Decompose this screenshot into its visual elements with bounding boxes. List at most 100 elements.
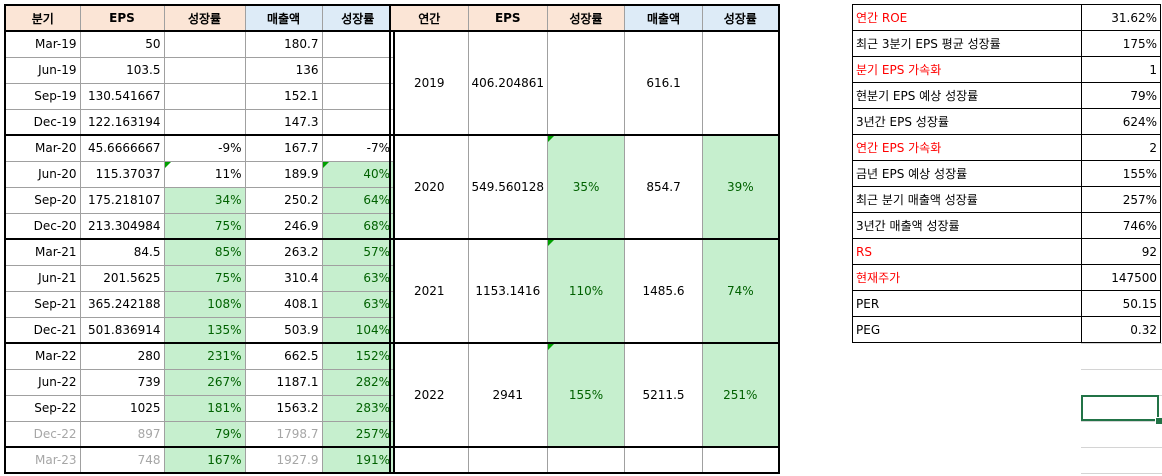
metric-label[interactable]: 현분기 EPS 예상 성장률 — [852, 82, 1082, 109]
sales-cell[interactable]: 1798.7 — [244, 420, 323, 448]
eps-cell[interactable]: 365.242188 — [79, 290, 165, 318]
header-sales[interactable]: 매출액 — [244, 4, 323, 32]
metric-label[interactable]: 연간 EPS 가속화 — [852, 134, 1082, 161]
sales-growth-cell[interactable] — [321, 56, 395, 84]
sales-growth-cell[interactable]: 64% — [321, 186, 395, 214]
eps-cell[interactable]: 50 — [79, 30, 165, 58]
sales-growth-cell[interactable] — [321, 82, 395, 110]
annual-sales-growth-cell[interactable]: 251% — [702, 342, 780, 448]
sales-cell[interactable]: 408.1 — [244, 290, 323, 318]
sales-cell[interactable]: 1563.2 — [244, 394, 323, 422]
sales-cell[interactable]: 263.2 — [244, 238, 323, 266]
year-cell[interactable]: 2021 — [389, 238, 469, 344]
sales-cell[interactable]: 180.7 — [244, 30, 323, 58]
metric-label[interactable]: 연간 ROE — [852, 4, 1082, 31]
eps-growth-cell[interactable]: 79% — [163, 420, 246, 448]
metric-label[interactable]: RS — [852, 238, 1082, 265]
eps-growth-cell[interactable]: 167% — [163, 446, 246, 474]
annual-eps-growth-cell[interactable]: 35% — [547, 134, 626, 240]
metric-value[interactable]: 746% — [1081, 212, 1161, 239]
quarter-cell[interactable]: Jun-20 — [4, 160, 81, 188]
sales-cell[interactable]: 662.5 — [244, 342, 323, 370]
eps-growth-cell[interactable]: 108% — [163, 290, 246, 318]
annual-eps-growth-cell[interactable]: 110% — [547, 238, 626, 344]
metric-value[interactable]: 1 — [1081, 56, 1161, 83]
sales-growth-cell[interactable]: 63% — [321, 264, 395, 292]
sales-cell[interactable]: 136 — [244, 56, 323, 84]
annual-sales-cell[interactable]: 5211.5 — [624, 342, 704, 448]
quarter-cell[interactable]: Sep-22 — [4, 394, 81, 422]
eps-cell[interactable]: 501.836914 — [79, 316, 165, 344]
eps-cell[interactable]: 175.218107 — [79, 186, 165, 214]
sales-growth-cell[interactable]: 191% — [321, 446, 395, 474]
empty-grid-area[interactable] — [1081, 343, 1162, 476]
sales-cell[interactable]: 310.4 — [244, 264, 323, 292]
metric-label[interactable]: 현재주가 — [852, 264, 1082, 291]
selected-cell[interactable] — [1081, 395, 1159, 421]
quarter-cell[interactable]: Sep-19 — [4, 82, 81, 110]
header-annual-sales[interactable]: 매출액 — [624, 4, 704, 32]
year-cell[interactable]: 2022 — [389, 342, 469, 448]
eps-growth-cell[interactable]: 85% — [163, 238, 246, 266]
empty-cell[interactable] — [702, 446, 780, 474]
header-sales-growth[interactable]: 성장률 — [321, 4, 395, 32]
metric-label[interactable]: 3년간 매출액 성장률 — [852, 212, 1082, 239]
metric-value[interactable]: 147500 — [1081, 264, 1161, 291]
eps-growth-cell[interactable]: 181% — [163, 394, 246, 422]
eps-cell[interactable]: 45.6666667 — [79, 134, 165, 162]
quarter-cell[interactable]: Jun-22 — [4, 368, 81, 396]
quarter-cell[interactable]: Mar-22 — [4, 342, 81, 370]
metric-label[interactable]: 금년 EPS 예상 성장률 — [852, 160, 1082, 187]
eps-cell[interactable]: 280 — [79, 342, 165, 370]
eps-cell[interactable]: 130.541667 — [79, 82, 165, 110]
sales-growth-cell[interactable] — [321, 108, 395, 136]
header-annual-sales-growth[interactable]: 성장률 — [702, 4, 780, 32]
annual-eps-growth-cell[interactable]: 155% — [547, 342, 626, 448]
sales-growth-cell[interactable]: -7% — [321, 134, 395, 162]
sales-growth-cell[interactable]: 63% — [321, 290, 395, 318]
header-annual-eps-growth[interactable]: 성장률 — [547, 4, 626, 32]
sales-growth-cell[interactable]: 57% — [321, 238, 395, 266]
metric-value[interactable]: 50.15 — [1081, 290, 1161, 317]
sales-growth-cell[interactable]: 282% — [321, 368, 395, 396]
annual-sales-cell[interactable]: 616.1 — [624, 30, 704, 136]
quarter-cell[interactable]: Mar-20 — [4, 134, 81, 162]
quarter-cell[interactable]: Sep-21 — [4, 290, 81, 318]
metric-value[interactable]: 31.62% — [1081, 4, 1161, 31]
eps-growth-cell[interactable]: 11% — [163, 160, 246, 188]
eps-cell[interactable]: 103.5 — [79, 56, 165, 84]
quarter-cell[interactable]: Sep-20 — [4, 186, 81, 214]
sales-cell[interactable]: 1187.1 — [244, 368, 323, 396]
metric-value[interactable]: 2 — [1081, 134, 1161, 161]
metric-value[interactable]: 155% — [1081, 160, 1161, 187]
quarter-cell[interactable]: Mar-23 — [4, 446, 81, 474]
metric-value[interactable]: 624% — [1081, 108, 1161, 135]
header-year[interactable]: 연간 — [389, 4, 469, 32]
empty-cell[interactable] — [547, 446, 626, 474]
annual-eps-cell[interactable]: 549.560128 — [467, 134, 549, 240]
sales-cell[interactable]: 147.3 — [244, 108, 323, 136]
sales-cell[interactable]: 189.9 — [244, 160, 323, 188]
eps-growth-cell[interactable] — [163, 82, 246, 110]
quarter-cell[interactable]: Mar-19 — [4, 30, 81, 58]
quarter-cell[interactable]: Jun-19 — [4, 56, 81, 84]
eps-cell[interactable]: 739 — [79, 368, 165, 396]
sales-cell[interactable]: 503.9 — [244, 316, 323, 344]
empty-cell[interactable] — [624, 446, 704, 474]
year-cell[interactable]: 2020 — [389, 134, 469, 240]
metric-value[interactable]: 257% — [1081, 186, 1161, 213]
annual-sales-cell[interactable]: 854.7 — [624, 134, 704, 240]
annual-sales-growth-cell[interactable]: 39% — [702, 134, 780, 240]
eps-growth-cell[interactable]: 267% — [163, 368, 246, 396]
eps-cell[interactable]: 84.5 — [79, 238, 165, 266]
eps-growth-cell[interactable]: 75% — [163, 212, 246, 240]
annual-sales-growth-cell[interactable] — [702, 30, 780, 136]
sales-cell[interactable]: 246.9 — [244, 212, 323, 240]
annual-eps-cell[interactable]: 2941 — [467, 342, 549, 448]
eps-growth-cell[interactable]: -9% — [163, 134, 246, 162]
eps-growth-cell[interactable] — [163, 108, 246, 136]
metric-label[interactable]: PEG — [852, 316, 1082, 343]
quarter-cell[interactable]: Jun-21 — [4, 264, 81, 292]
sales-growth-cell[interactable]: 283% — [321, 394, 395, 422]
quarter-cell[interactable]: Dec-20 — [4, 212, 81, 240]
